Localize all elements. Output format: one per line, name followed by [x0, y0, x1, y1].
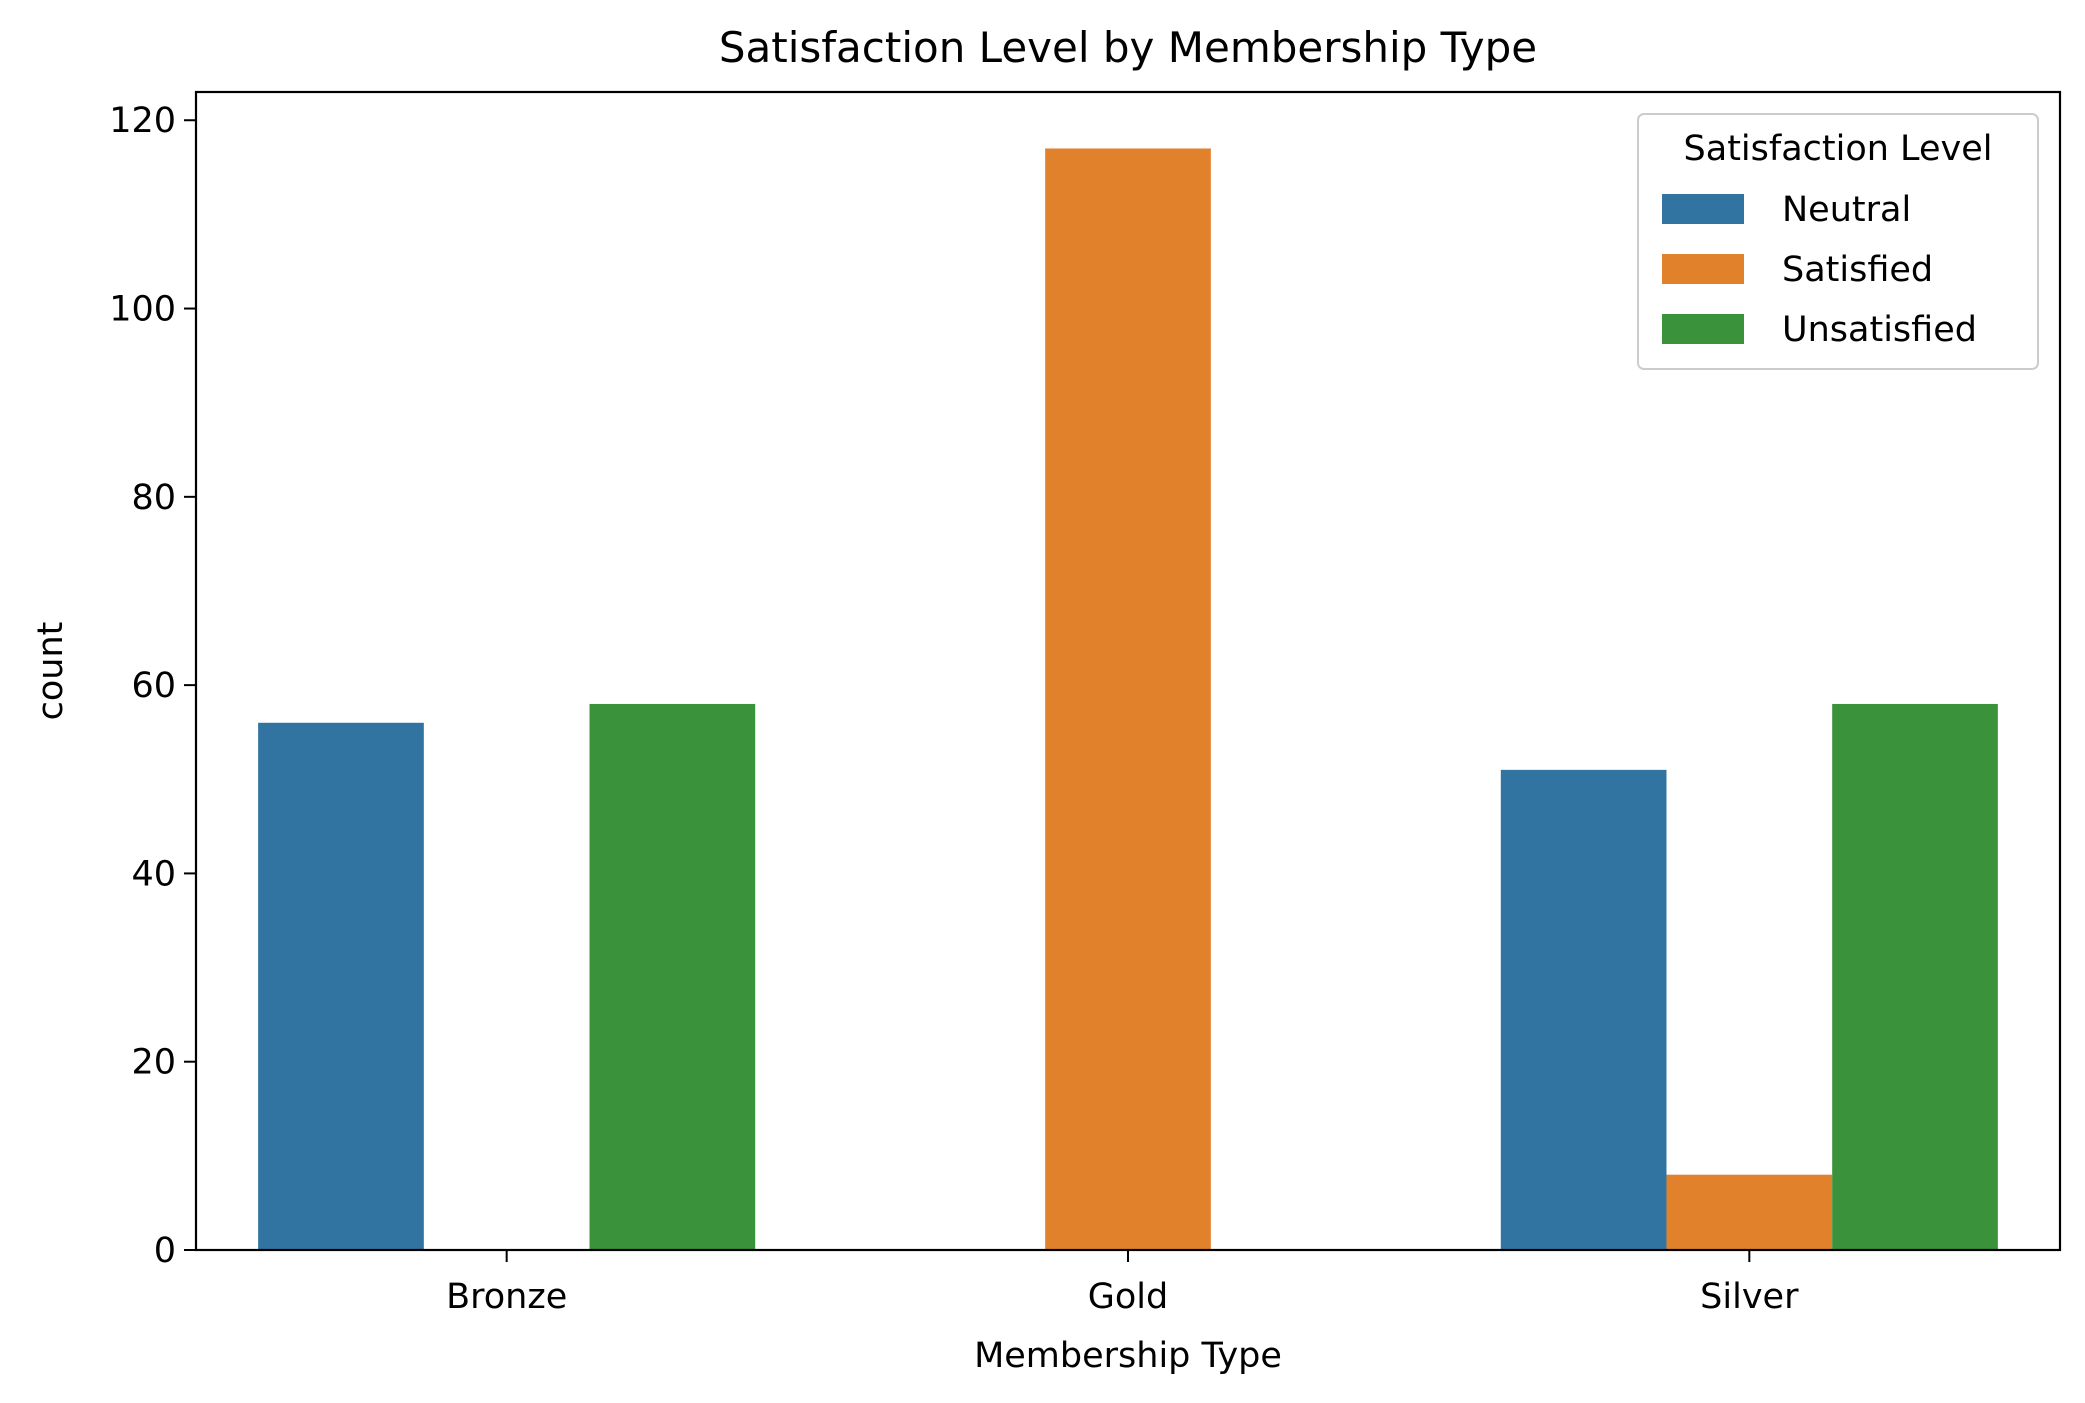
legend-entries: Neutral Satisfied Unsatisfied: [1662, 190, 1977, 350]
y-tick-label: 100: [109, 290, 176, 330]
y-tick-label: 80: [131, 478, 176, 518]
bars-group: [258, 148, 1998, 1251]
legend-label-unsatisfied: Unsatisfied: [1782, 310, 1977, 350]
y-tick-label: 20: [131, 1043, 176, 1083]
x-tick-label-gold: Gold: [1088, 1277, 1168, 1317]
legend-title: Satisfaction Level: [1684, 129, 1993, 169]
y-axis: 0 20 40 60 80 100 120: [109, 101, 196, 1271]
x-axis-label: Membership Type: [974, 1336, 1282, 1376]
bar-silver-neutral: [1500, 769, 1667, 1250]
bar-bronze-unsatisfied: [589, 703, 756, 1250]
x-axis: Bronze Gold Silver: [446, 1250, 1799, 1317]
y-tick-label: 120: [109, 101, 176, 141]
x-tick-label-bronze: Bronze: [446, 1277, 567, 1317]
legend: Satisfaction Level Neutral Satisfied Unsat…: [1637, 113, 2039, 370]
y-axis-label: count: [31, 622, 71, 721]
y-tick-label: 0: [154, 1231, 176, 1271]
bar-gold-satisfied: [1045, 148, 1211, 1251]
legend-swatch-neutral: [1662, 194, 1744, 224]
chart-title: Satisfaction Level by Membership Type: [719, 23, 1537, 72]
plot-frame: [194, 90, 2062, 1252]
legend-label-neutral: Neutral: [1782, 190, 1911, 230]
y-tick-label: 60: [131, 666, 176, 706]
y-tick-label: 40: [131, 854, 176, 894]
bar-silver-satisfied: [1666, 1174, 1833, 1250]
legend-swatch-unsatisfied: [1662, 314, 1744, 344]
legend-frame: [1637, 113, 2039, 370]
bar-bronze-neutral: [258, 722, 424, 1250]
legend-label-satisfied: Satisfied: [1782, 250, 1933, 290]
legend-swatch-satisfied: [1662, 254, 1744, 284]
bar-silver-unsatisfied: [1832, 703, 1998, 1250]
x-tick-label-silver: Silver: [1700, 1277, 1799, 1317]
